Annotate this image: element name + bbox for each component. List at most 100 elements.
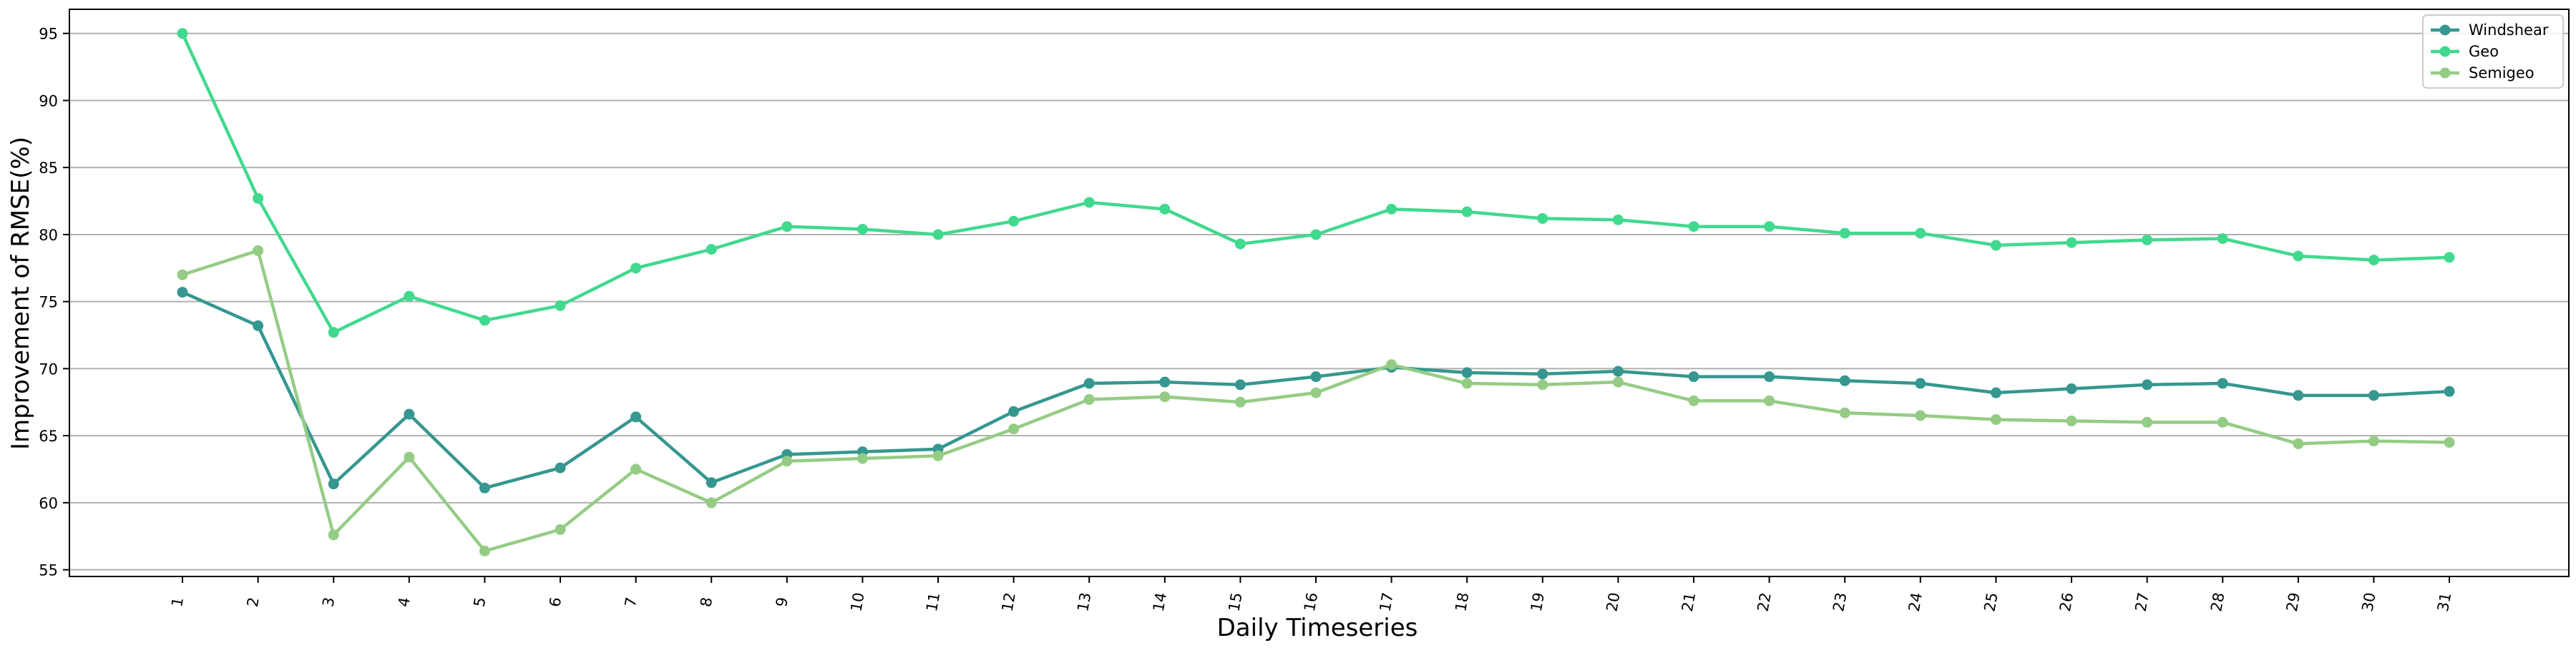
data-point [1537, 368, 1548, 380]
data-point [1008, 423, 1020, 435]
y-tick-label: 60 [39, 495, 58, 512]
y-tick-label: 90 [39, 92, 58, 109]
data-point [706, 477, 717, 488]
data-point [706, 244, 717, 255]
data-point [1537, 212, 1548, 224]
data-point [706, 497, 717, 509]
data-point [1310, 371, 1322, 383]
data-point [2066, 383, 2077, 395]
x-tick-label: 29 [2283, 591, 2303, 613]
y-tick-label: 80 [39, 227, 58, 244]
x-tick-label: 27 [2132, 591, 2152, 613]
data-point [2293, 390, 2304, 401]
data-point [1008, 215, 1020, 227]
data-point [1839, 375, 1850, 386]
x-tick-label: 22 [1755, 591, 1775, 613]
data-point [932, 450, 944, 461]
data-point [1915, 227, 1926, 239]
data-point [1234, 396, 1246, 408]
data-point [1386, 359, 1397, 370]
data-point [1764, 395, 1775, 406]
data-point [1083, 378, 1095, 389]
data-point [781, 456, 793, 467]
x-axis-label: Daily Timeseries [1217, 614, 1418, 642]
x-tick-label: 31 [2434, 591, 2454, 613]
data-point [404, 290, 415, 302]
x-tick-label: 7 [622, 596, 640, 608]
legend-label: Windshear [2469, 21, 2549, 39]
data-point [555, 300, 566, 311]
data-point [1159, 391, 1171, 403]
data-point [1764, 221, 1775, 232]
data-point [1688, 395, 1699, 406]
data-point [1008, 406, 1020, 417]
data-point [2142, 416, 2153, 428]
x-tick-label: 8 [697, 596, 716, 608]
data-point [1839, 227, 1850, 239]
x-tick-label: 11 [923, 591, 943, 613]
series-line [182, 249, 2450, 553]
data-point [404, 408, 415, 420]
x-tick-label: 25 [1981, 591, 2001, 613]
x-tick-label: 26 [2057, 591, 2077, 613]
data-point [857, 453, 868, 464]
data-point [857, 223, 868, 235]
x-tick-label: 1 [168, 596, 187, 608]
x-tick-label: 20 [1603, 591, 1623, 613]
data-point [1083, 197, 1095, 208]
x-tick-label: 14 [1150, 591, 1170, 613]
data-point [1461, 206, 1473, 217]
y-axis: 55 60 65 70 75 80 85 90 95 [39, 26, 69, 579]
legend-marker [2439, 24, 2451, 36]
x-tick-label: 23 [1830, 591, 1850, 613]
x-tick-label: 15 [1225, 591, 1245, 613]
data-point [1461, 367, 1473, 378]
x-tick-label: 17 [1377, 591, 1397, 613]
legend-marker [2439, 46, 2451, 57]
data-point [479, 482, 490, 494]
data-point [1159, 203, 1171, 215]
data-point [932, 229, 944, 240]
legend-marker [2439, 67, 2451, 79]
data-point [2444, 437, 2455, 448]
x-tick-label: 16 [1301, 591, 1321, 613]
data-point [1159, 376, 1171, 388]
data-point [328, 327, 339, 338]
data-point [1612, 376, 1624, 388]
y-tick-label: 75 [39, 294, 58, 311]
y-axis-label: Improvement of RMSE(%) [6, 137, 35, 450]
y-tick-label: 70 [39, 360, 58, 378]
data-point [1537, 379, 1548, 391]
data-point [1310, 229, 1322, 240]
x-tick-label: 10 [847, 591, 867, 613]
data-point [1688, 371, 1699, 383]
plot-frame [69, 9, 2570, 577]
x-tick-label: 30 [2358, 591, 2379, 613]
x-tick-label: 12 [999, 591, 1019, 613]
data-point [253, 245, 264, 256]
data-point [630, 411, 642, 423]
x-tick-label: 4 [395, 596, 414, 608]
data-point [1990, 240, 2001, 251]
x-axis: 1 2 3 4 5 6 7 8 9 10 11 12 13 14 15 16 17 18 19 20 21 22 23 24 2… [168, 576, 2454, 613]
legend-label: Geo [2469, 43, 2499, 60]
data-point [2066, 237, 2077, 248]
legend: Windshear Geo Semigeo [2422, 14, 2564, 89]
data-point [404, 451, 415, 463]
x-tick-label: 19 [1528, 591, 1548, 613]
data-point [1612, 214, 1624, 225]
x-tick-label: 13 [1074, 591, 1094, 613]
data-point [2066, 416, 2077, 427]
data-point [1234, 379, 1246, 391]
legend-item: Windshear [2431, 21, 2549, 39]
series-semigeo [177, 245, 2455, 556]
legend-label: Semigeo [2469, 64, 2534, 82]
data-point [479, 315, 490, 326]
data-point [253, 320, 264, 331]
data-point [2142, 379, 2153, 391]
data-point [555, 462, 566, 473]
series-lines [177, 28, 2455, 556]
data-point [328, 529, 339, 541]
data-point [328, 478, 339, 490]
